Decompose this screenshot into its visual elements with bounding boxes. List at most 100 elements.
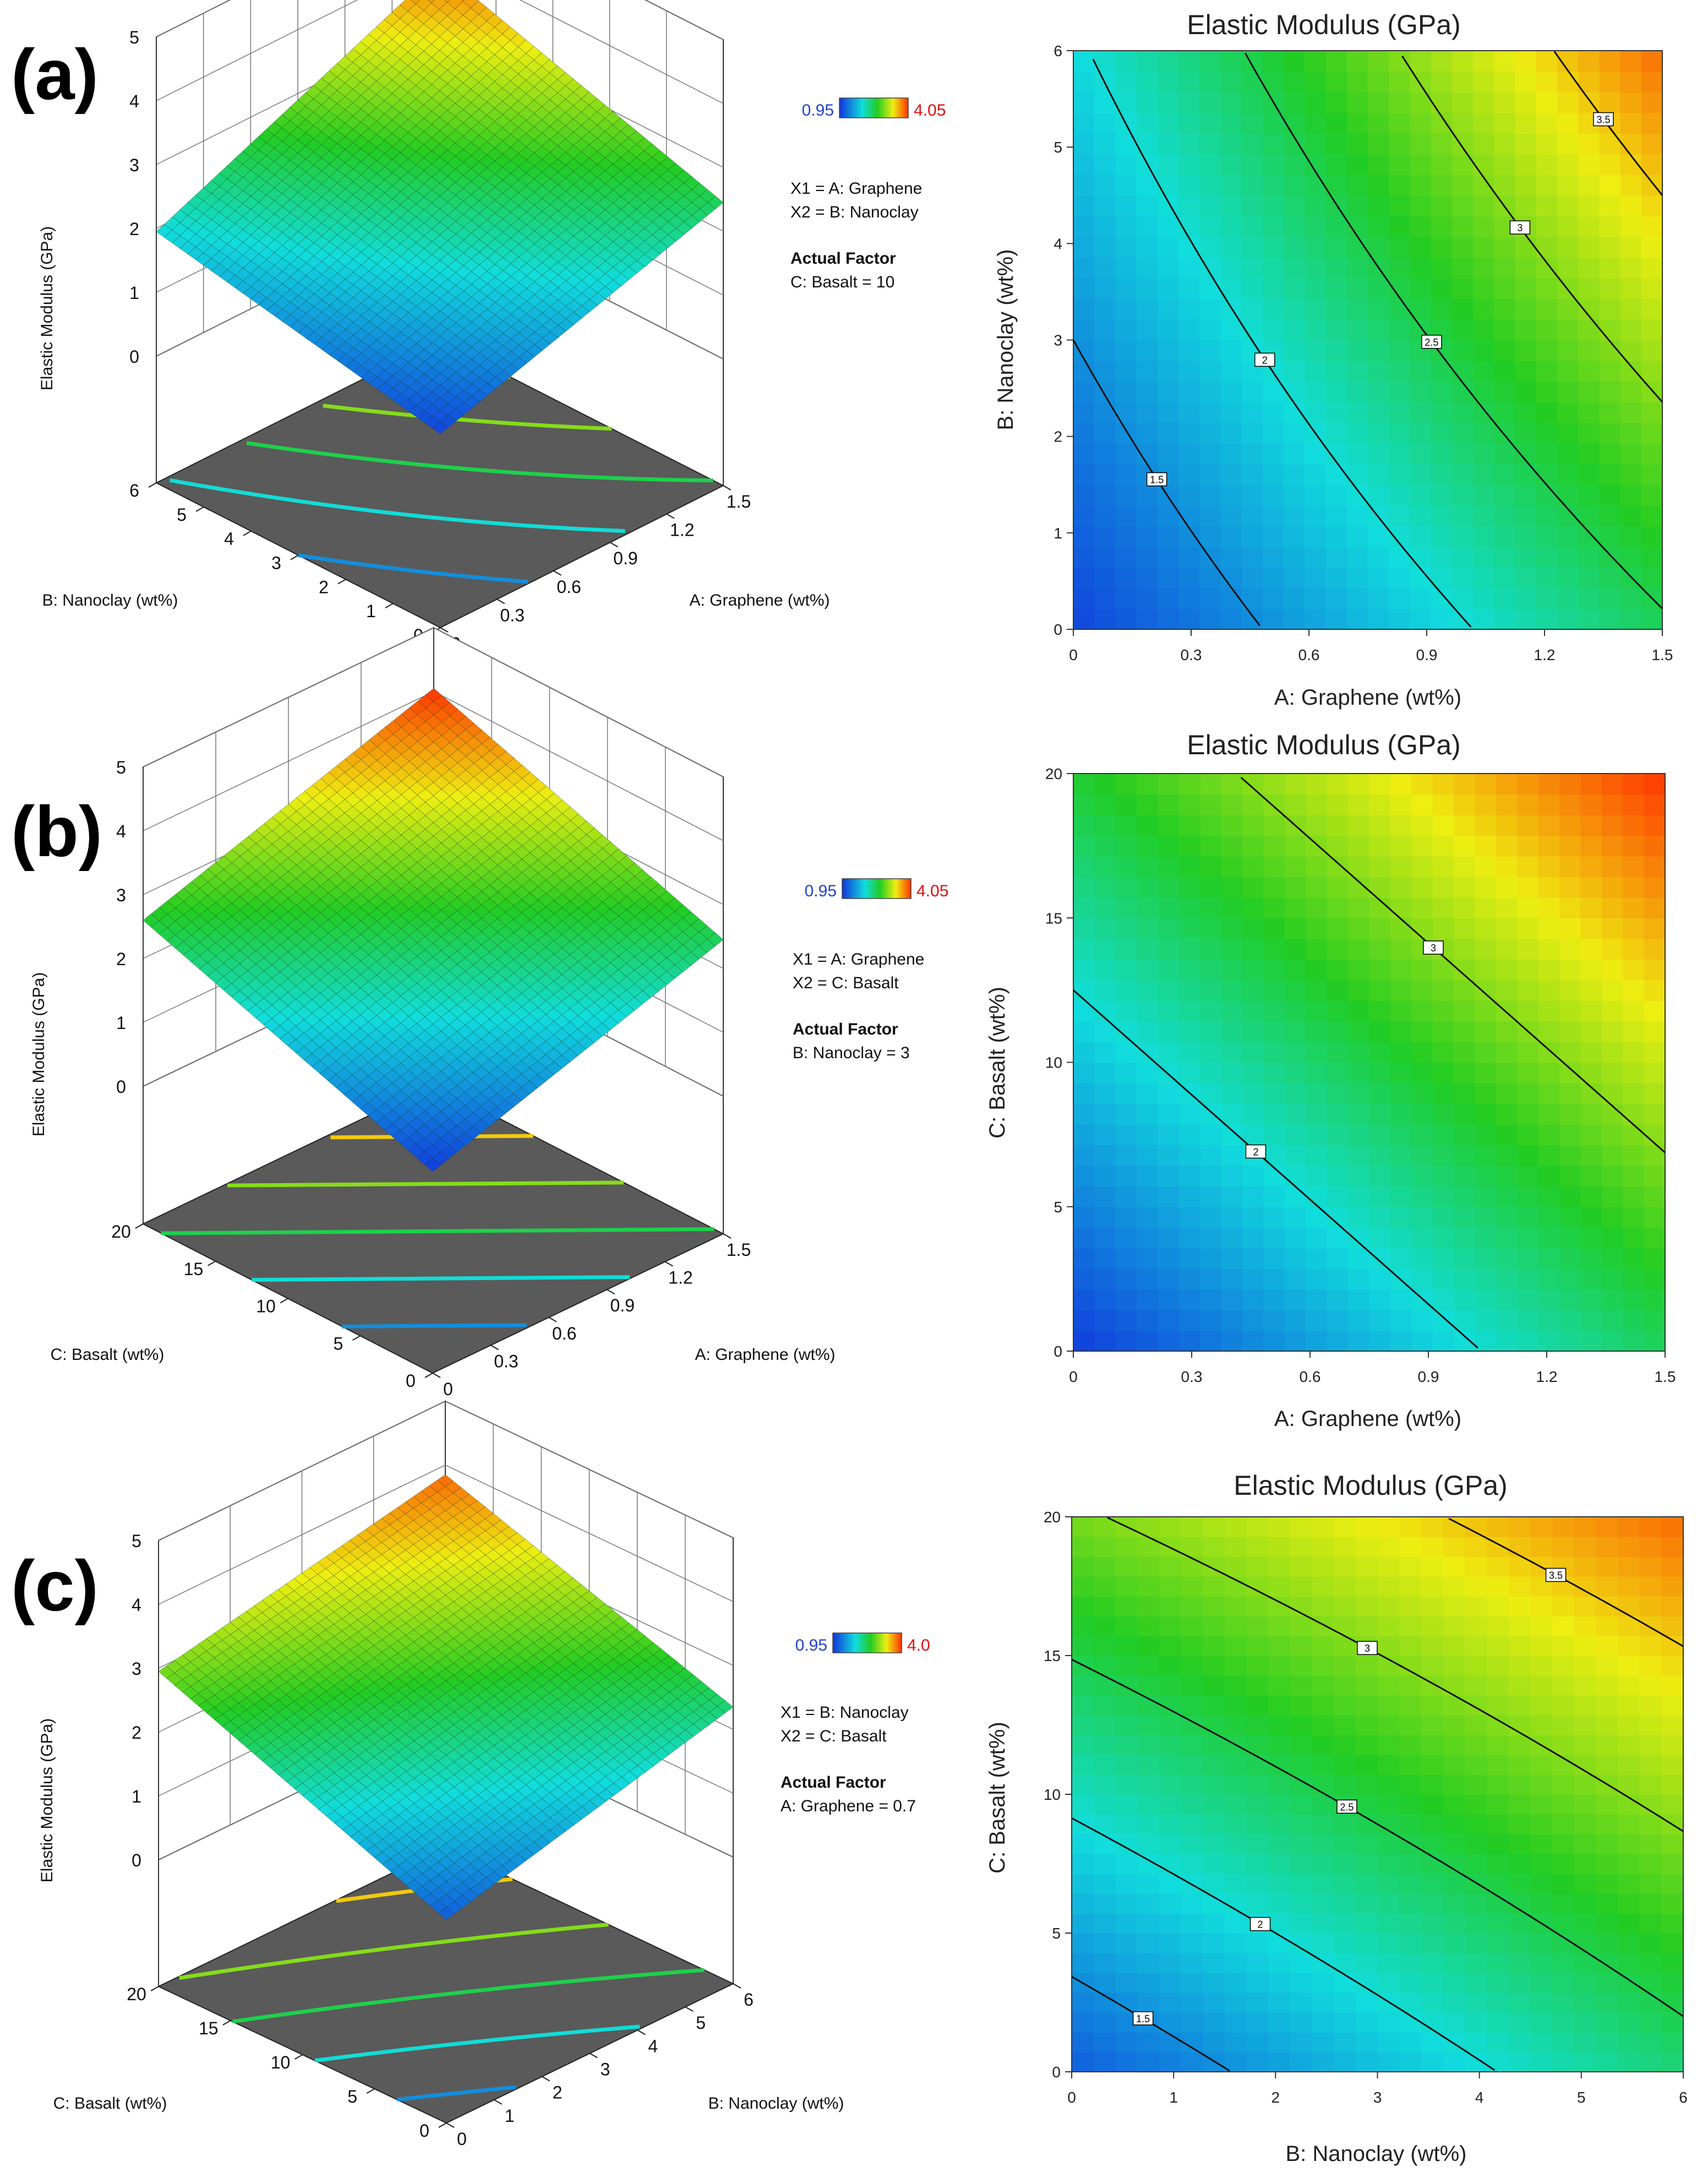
contour-cell [1348, 1248, 1370, 1269]
contour-cell [1536, 257, 1558, 279]
contour-cell [1601, 1021, 1623, 1042]
colorbar-max-label: 4.05 [916, 882, 948, 900]
contour-cell [1200, 794, 1222, 815]
contour-cell [1641, 567, 1663, 589]
contour-cell [1536, 133, 1558, 155]
contour-cell [1536, 587, 1558, 609]
contour-cell [1369, 1186, 1391, 1207]
contour-cell [1221, 938, 1243, 960]
contour-cell [1094, 1206, 1116, 1228]
contour-cell [1284, 1042, 1307, 1063]
contour-cell [1641, 133, 1663, 155]
contour-cell [1515, 422, 1537, 444]
contour-cell [1325, 422, 1347, 444]
contour-cell [1178, 567, 1200, 589]
contour-cell [1136, 402, 1158, 423]
contour-cell [1390, 1145, 1412, 1166]
contour-cell [1094, 1103, 1116, 1125]
x-tick-mark [496, 598, 505, 605]
contour-cell [1623, 1206, 1645, 1228]
contour-cell [1390, 959, 1412, 981]
contour-cell [1390, 1330, 1412, 1352]
contour-cell [1411, 1310, 1433, 1331]
contour-cell [1517, 1165, 1539, 1187]
contour-cell [1178, 71, 1200, 92]
contour-cell [1284, 567, 1306, 589]
contour-cell [1305, 505, 1327, 527]
contour-cell [1346, 464, 1368, 485]
contour-cell [1641, 422, 1663, 444]
contour-cell [1559, 1083, 1581, 1104]
contour-cell [1369, 1083, 1391, 1104]
contour-cell [1368, 112, 1389, 134]
contour-cell [1411, 1330, 1433, 1352]
contour-x-tick-label: 0.3 [1181, 646, 1202, 663]
contour-cell [1601, 1083, 1623, 1104]
contour-cell [1389, 402, 1411, 423]
contour-cell [1557, 236, 1579, 258]
contour-cell [1115, 1062, 1137, 1084]
contour-cell [1389, 175, 1411, 196]
contour-cell [1496, 979, 1518, 1001]
contour-cell [1179, 1103, 1201, 1125]
contour-cell [1410, 175, 1432, 196]
contour-cell [1200, 918, 1222, 939]
contour-cell [1179, 1248, 1201, 1269]
contour-cell [1306, 1330, 1328, 1352]
contour-cell [1158, 814, 1180, 836]
contour-cell [1599, 154, 1621, 175]
z-tick-label: 5 [129, 28, 139, 47]
contour-cell [1348, 877, 1370, 898]
contour-cell [1073, 1021, 1095, 1042]
contour-cell [1515, 257, 1537, 279]
contour-cell [1199, 464, 1221, 485]
contour-cell [1389, 443, 1411, 465]
contour-cell [1073, 1062, 1095, 1084]
contour-cell [1115, 774, 1137, 795]
contour-cell [1368, 92, 1389, 113]
contour-cell [1179, 1165, 1201, 1187]
contour-cell [1094, 546, 1116, 568]
contour-cell [1580, 1186, 1602, 1207]
contour-cell [1263, 1248, 1285, 1269]
contour-cell [1368, 71, 1389, 92]
contour-x-tick-label: 1.5 [1655, 1368, 1676, 1385]
x-tick-label: 1.5 [727, 1240, 751, 1260]
contour-cell [1094, 1062, 1116, 1084]
contour-cell [1137, 897, 1159, 919]
contour-cell [1473, 298, 1495, 320]
contour-cell [1578, 236, 1600, 258]
contour-cell [1284, 51, 1306, 72]
y-tick-label: 5 [177, 505, 187, 525]
contour-level-label: 2.5 [1425, 337, 1438, 348]
contour-cell [1623, 979, 1645, 1001]
contour-cell [1115, 1330, 1137, 1352]
contour-cell [1179, 1000, 1201, 1022]
contour-cell [1178, 195, 1200, 217]
contour-cell [1454, 1227, 1476, 1249]
contour-cell [1178, 464, 1200, 485]
contour-cell [1073, 1165, 1095, 1187]
contour-cell [1241, 608, 1263, 630]
contour-cell [1242, 1330, 1264, 1352]
contour-cell [1158, 1000, 1180, 1022]
contour-cell [1263, 1310, 1285, 1331]
contour-cell [1644, 1289, 1666, 1310]
contour-cell [1094, 1124, 1116, 1146]
contour-cell [1327, 959, 1349, 981]
contour-cell [1390, 1248, 1412, 1269]
contour-cell [1536, 216, 1558, 237]
x-tick-label: 0.9 [610, 1295, 635, 1315]
z-tick-label: 3 [116, 885, 126, 905]
contour-cell [1284, 92, 1306, 113]
contour-cell [1306, 979, 1328, 1001]
contour-cell [1390, 1083, 1412, 1104]
contour-cell [1199, 133, 1221, 155]
contour-cell [1157, 154, 1179, 175]
contour-cell [1473, 216, 1495, 237]
contour-cell [1137, 1186, 1159, 1207]
contour-cell [1580, 1165, 1602, 1187]
contour-cell [1284, 979, 1307, 1001]
contour-label-box: 2 [1254, 352, 1275, 367]
contour-cell [1538, 1330, 1560, 1352]
